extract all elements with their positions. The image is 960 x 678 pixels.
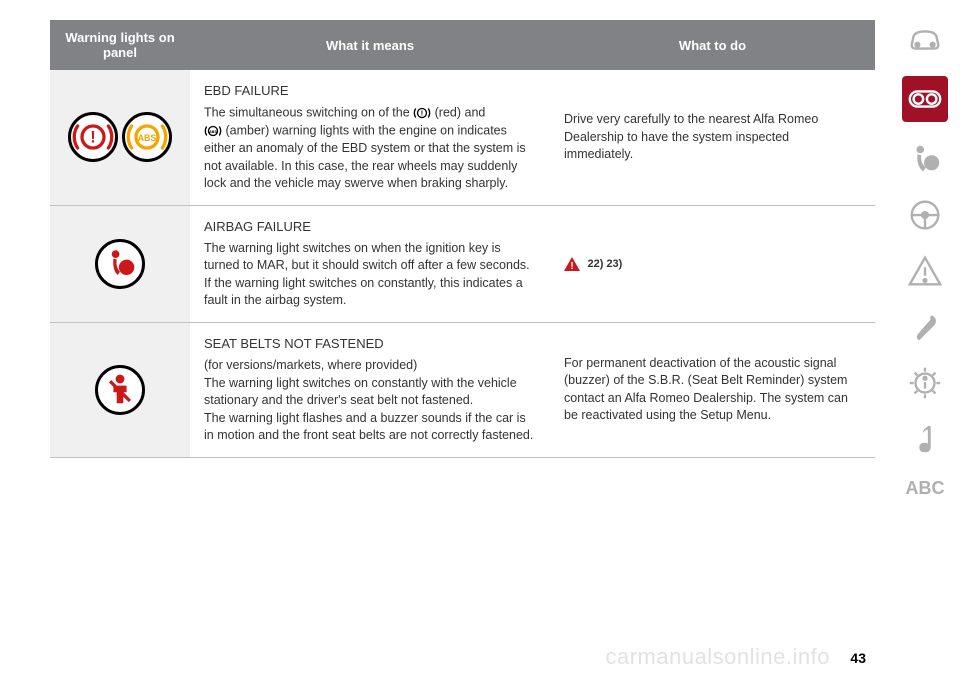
text-segment: (red) and bbox=[435, 105, 486, 119]
table-row: AIRBAG FAILURE The warning light switche… bbox=[50, 205, 875, 322]
tab-warning-icon[interactable] bbox=[906, 252, 944, 290]
row-meaning: The warning light switches on when the i… bbox=[204, 240, 536, 310]
svg-text:ABS: ABS bbox=[137, 133, 156, 143]
page-number: 43 bbox=[850, 650, 866, 666]
icon-cell-seatbelt bbox=[50, 322, 190, 457]
row-title: EBD FAILURE bbox=[204, 82, 536, 100]
action-ref: 22) 23) bbox=[587, 258, 622, 270]
row-meaning: The warning light switches on constantly… bbox=[204, 375, 536, 445]
row-subtitle: (for versions/markets, where provided) bbox=[204, 357, 536, 375]
sidebar-tabs: ABC bbox=[890, 0, 960, 678]
svg-text:!: ! bbox=[421, 109, 423, 118]
content-area: Warning lights on panel What it means Wh… bbox=[0, 0, 890, 678]
tab-steering-icon[interactable] bbox=[906, 196, 944, 234]
meaning-cell: AIRBAG FAILURE The warning light switche… bbox=[190, 205, 550, 322]
watermark: carmanualsonline.info bbox=[605, 644, 830, 670]
header-col1: Warning lights on panel bbox=[50, 20, 190, 70]
brake-warning-icon: ! bbox=[68, 112, 118, 162]
row-title: SEAT BELTS NOT FASTENED bbox=[204, 335, 536, 353]
tab-abc[interactable]: ABC bbox=[906, 478, 945, 499]
row-meaning: The simultaneous switching on of the ! (… bbox=[204, 104, 536, 193]
svg-text:ABS: ABS bbox=[209, 130, 217, 134]
tab-gear-info-icon[interactable] bbox=[906, 364, 944, 402]
tab-airbag-icon[interactable] bbox=[906, 140, 944, 178]
header-col2: What it means bbox=[190, 20, 550, 70]
tab-music-icon[interactable] bbox=[906, 420, 944, 458]
action-cell: ! 22) 23) bbox=[550, 205, 875, 322]
seatbelt-warning-icon bbox=[95, 365, 145, 415]
svg-text:!: ! bbox=[91, 129, 97, 147]
header-col3: What to do bbox=[550, 20, 875, 70]
page: Warning lights on panel What it means Wh… bbox=[0, 0, 960, 678]
table-row: ! ABS EBD FAILURE The simultaneous switc… bbox=[50, 70, 875, 205]
icon-cell-ebd: ! ABS bbox=[50, 70, 190, 205]
text-segment: The simultaneous switching on of the bbox=[204, 105, 413, 119]
airbag-warning-icon bbox=[95, 239, 145, 289]
icon-cell-airbag bbox=[50, 205, 190, 322]
inline-brake-icon: ! bbox=[413, 104, 431, 122]
tab-car-icon[interactable] bbox=[906, 20, 944, 58]
action-cell: Drive very carefully to the nearest Alfa… bbox=[550, 70, 875, 205]
inline-abs-icon: ABS bbox=[204, 122, 222, 140]
alert-triangle-icon: ! bbox=[564, 257, 580, 271]
table-row: SEAT BELTS NOT FASTENED (for versions/ma… bbox=[50, 322, 875, 457]
text-segment: (amber) warning lights with the engine o… bbox=[204, 123, 526, 190]
meaning-cell: EBD FAILURE The simultaneous switching o… bbox=[190, 70, 550, 205]
warning-lights-table: Warning lights on panel What it means Wh… bbox=[50, 20, 875, 458]
abs-warning-icon: ABS bbox=[122, 112, 172, 162]
tab-wrench-icon[interactable] bbox=[906, 308, 944, 346]
tab-dashboard-icon[interactable] bbox=[902, 76, 948, 122]
action-cell: For permanent deactivation of the acoust… bbox=[550, 322, 875, 457]
meaning-cell: SEAT BELTS NOT FASTENED (for versions/ma… bbox=[190, 322, 550, 457]
row-title: AIRBAG FAILURE bbox=[204, 218, 536, 236]
svg-text:!: ! bbox=[570, 261, 573, 271]
